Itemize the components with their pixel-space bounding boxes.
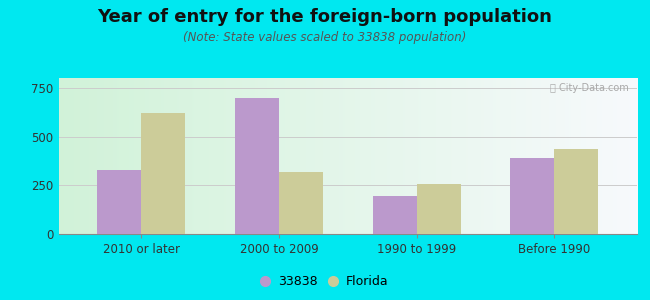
Bar: [235, 98, 279, 234]
Legend: 33838, Florida: 33838, Florida: [259, 273, 391, 291]
Bar: [97, 169, 141, 234]
Bar: [279, 172, 323, 234]
Text: Year of entry for the foreign-born population: Year of entry for the foreign-born popul…: [98, 8, 552, 26]
Text: ⓘ City-Data.com: ⓘ City-Data.com: [549, 83, 629, 93]
Bar: [141, 113, 185, 234]
Text: (Note: State values scaled to 33838 population): (Note: State values scaled to 33838 popu…: [183, 32, 467, 44]
Bar: [554, 149, 599, 234]
Bar: [372, 196, 417, 234]
Bar: [510, 158, 554, 234]
Bar: [417, 184, 461, 234]
